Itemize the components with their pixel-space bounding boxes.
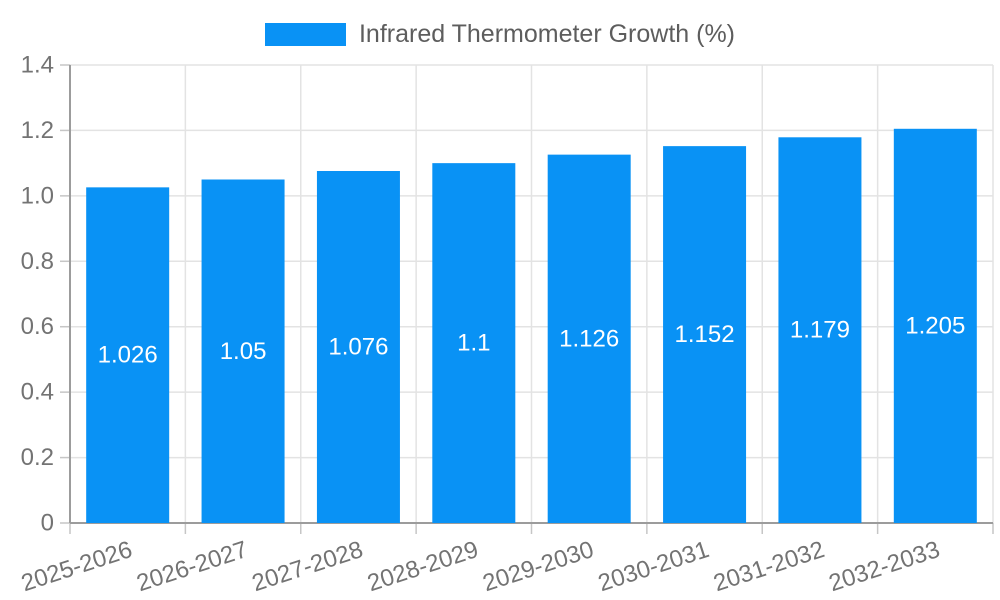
bar[interactable]	[201, 179, 285, 524]
y-axis-tick-label: 1.2	[21, 117, 54, 144]
legend-swatch	[264, 23, 346, 46]
bar[interactable]	[316, 170, 400, 523]
y-axis-tick-label: 1.0	[21, 182, 54, 209]
x-axis-category-label: 2031-2032	[710, 536, 828, 597]
x-axis-category-label: 2028-2029	[364, 536, 482, 597]
y-axis-tick-label: 0.4	[21, 379, 54, 406]
bar[interactable]	[663, 146, 747, 524]
bar-value-label: 1.205	[905, 312, 965, 339]
bar-value-label: 1.076	[328, 333, 388, 360]
bar-value-label: 1.05	[220, 338, 267, 365]
bar-value-label: 1.1	[457, 330, 490, 357]
bar[interactable]	[893, 128, 977, 524]
x-axis-category-label: 2026-2027	[133, 536, 251, 597]
x-axis-category-label: 2032-2033	[826, 536, 944, 597]
y-axis-tick-label: 1.4	[21, 52, 54, 79]
bar[interactable]	[432, 163, 516, 523]
bar[interactable]	[86, 187, 170, 523]
bar-value-label: 1.126	[559, 325, 619, 352]
y-axis-tick-label: 0	[41, 510, 54, 537]
y-axis-tick-label: 0.6	[21, 313, 54, 340]
bar[interactable]	[778, 137, 862, 523]
x-axis-category-label: 2027-2028	[249, 536, 367, 597]
y-axis-tick-label: 0.8	[21, 248, 54, 275]
x-axis-category-label: 2025-2026	[18, 536, 136, 597]
y-axis-tick-label: 0.2	[21, 444, 54, 471]
legend-item[interactable]: Infrared Thermometer Growth (%)	[0, 21, 1000, 48]
bar-value-label: 1.026	[98, 342, 158, 369]
x-axis-category-label: 2030-2031	[595, 536, 713, 597]
x-axis-category-label: 2029-2030	[480, 536, 598, 597]
bar[interactable]	[547, 154, 631, 523]
bar-value-label: 1.179	[790, 317, 850, 344]
legend-label: Infrared Thermometer Growth (%)	[358, 20, 736, 48]
bar-value-label: 1.152	[675, 321, 735, 348]
